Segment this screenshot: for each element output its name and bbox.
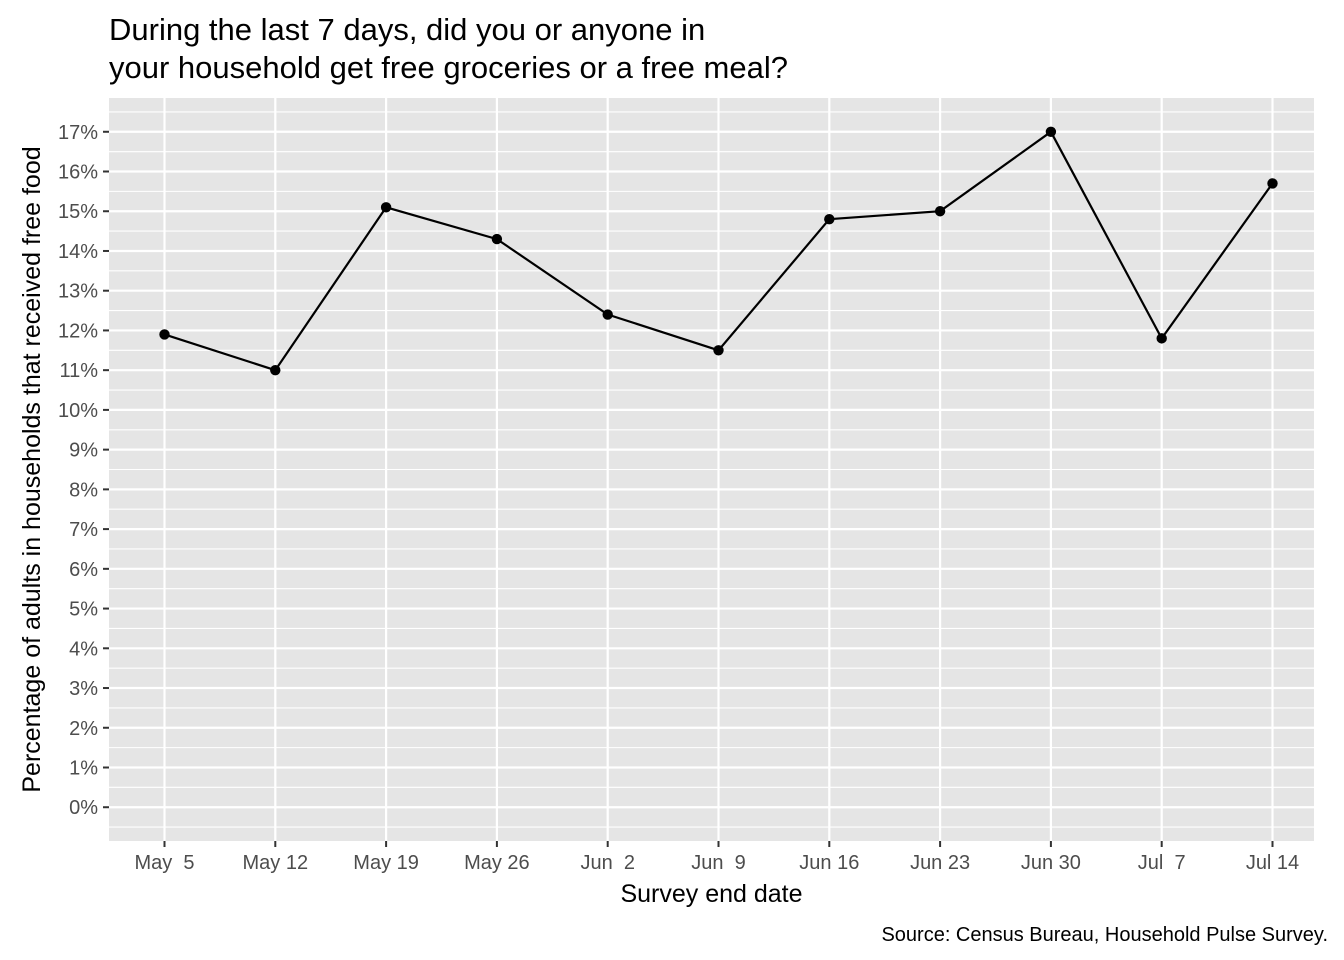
- y-tick-label: 6%: [69, 559, 98, 581]
- y-tick-label: 7%: [69, 519, 98, 541]
- minor-gridlines-y: [109, 111, 1314, 828]
- x-tick-label: May 5: [134, 852, 194, 874]
- data-point: [602, 309, 613, 320]
- y-tick-label: 9%: [69, 440, 98, 462]
- y-tick-label: 12%: [58, 320, 98, 342]
- y-tick-label: 17%: [58, 122, 98, 144]
- x-tick-label: Jul 7: [1138, 852, 1186, 874]
- y-tick-label: 2%: [69, 718, 98, 740]
- y-tick-label: 8%: [69, 479, 98, 501]
- data-point: [934, 206, 946, 217]
- source-caption: Source: Census Bureau, Household Pulse S…: [881, 924, 1328, 946]
- x-tick-label: Jun 30: [1021, 852, 1081, 874]
- data-point: [1045, 126, 1057, 137]
- x-tick-label: May 26: [464, 852, 530, 874]
- major-gridlines-x: [163, 98, 1274, 841]
- data-point: [380, 202, 392, 213]
- y-tick-label: 15%: [58, 201, 98, 223]
- y-tick-label: 1%: [69, 757, 98, 779]
- y-axis-title: Percentage of adults in households that …: [18, 146, 46, 792]
- x-tick-label: Jun 16: [799, 852, 859, 874]
- y-tick-label: 13%: [58, 281, 98, 303]
- y-axis-ticks: 0% 1% 2% 3% 4% 5% 6% 7% 8% 9% 10% 11% 12% 13% 14% 15% 16…: [58, 122, 109, 819]
- x-tick-label: Jun 2: [580, 852, 634, 874]
- x-tick-label: May 12: [243, 852, 309, 874]
- x-axis-ticks: May 5 May 12 May 19 May 26 Jun 2 Jun 9 Jun 16 J…: [134, 841, 1299, 874]
- x-tick-label: Jul 14: [1246, 852, 1299, 874]
- y-tick-label: 5%: [69, 599, 98, 621]
- data-point: [491, 233, 503, 245]
- data-point: [159, 329, 170, 340]
- y-tick-label: 0%: [69, 797, 98, 819]
- chart-title-line-2: your household get free groceries or a f…: [109, 50, 788, 85]
- data-point: [824, 213, 835, 225]
- x-tick-label: Jun 23: [910, 852, 970, 874]
- data-point: [1156, 333, 1167, 344]
- y-tick-label: 3%: [69, 678, 98, 700]
- x-tick-label: Jun 9: [691, 852, 745, 874]
- y-tick-label: 14%: [58, 241, 98, 263]
- x-tick-label: May 19: [353, 852, 419, 874]
- data-points: [159, 126, 1278, 376]
- y-tick-label: 16%: [58, 162, 98, 184]
- y-tick-label: 10%: [58, 400, 98, 422]
- data-point: [1267, 178, 1278, 189]
- x-axis-title: Survey end date: [620, 880, 802, 908]
- data-point: [713, 345, 724, 356]
- y-tick-label: 4%: [69, 638, 98, 660]
- y-tick-label: 11%: [59, 360, 98, 382]
- chart-title-line-1: During the last 7 days, did you or anyon…: [109, 12, 705, 47]
- major-gridlines-y: [109, 130, 1314, 809]
- data-point: [270, 364, 281, 376]
